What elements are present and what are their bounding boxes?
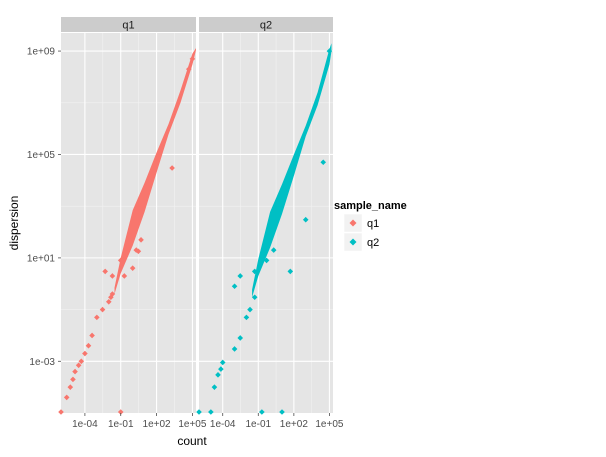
data-point [259, 409, 265, 415]
data-point [169, 165, 175, 171]
y-tick-label: 1e+01 [27, 253, 56, 264]
data-point [326, 48, 333, 54]
data-point [78, 358, 85, 365]
y-tick-label: 1e+05 [27, 150, 56, 161]
x-tick-label: 1e+02 [280, 419, 309, 430]
data-point [231, 346, 238, 352]
data-point [138, 237, 144, 243]
data-point [302, 216, 309, 223]
data-point [70, 376, 76, 383]
point-cloud-q2 [252, 43, 332, 298]
data-point [94, 314, 100, 321]
facet-strip-label: q1 [122, 20, 134, 32]
data-point [117, 409, 124, 415]
legend-label: q1 [367, 218, 379, 230]
data-point [99, 306, 106, 313]
x-tick-label: 1e-01 [245, 419, 271, 430]
data-point [82, 350, 88, 357]
panel-q1: q1 1e-04 1e-01 1e+02 1e+05 [58, 17, 207, 430]
data-point [263, 257, 270, 264]
x-axis-title: count [177, 434, 207, 448]
x-tick-label: 1e-04 [210, 419, 236, 430]
panel-background [61, 33, 196, 413]
data-point [105, 299, 112, 305]
y-axis-title: dispersion [7, 196, 21, 251]
legend-key-q2 [349, 238, 357, 246]
data-point [251, 268, 258, 275]
y-tick-label: 1e+09 [27, 47, 56, 58]
data-point [219, 359, 226, 366]
data-point [63, 394, 70, 401]
data-point [109, 291, 116, 297]
data-point [129, 265, 136, 271]
data-point [208, 409, 214, 415]
data-point [135, 248, 142, 255]
data-point [270, 247, 277, 253]
data-point [67, 384, 74, 390]
data-point [85, 342, 92, 349]
x-tick-label: 1e+02 [143, 419, 172, 430]
facet-strip-label: q2 [260, 20, 272, 32]
data-point [102, 268, 108, 275]
data-point [121, 273, 128, 279]
data-point [215, 372, 221, 378]
data-point [189, 56, 196, 62]
data-point [279, 409, 285, 415]
data-point [75, 362, 82, 369]
data-point [251, 294, 258, 301]
x-tick-label: 1e-01 [108, 419, 134, 430]
data-point [58, 409, 64, 415]
x-tick-label: 1e-04 [72, 419, 98, 430]
data-point [231, 283, 238, 290]
data-point [218, 366, 224, 372]
x-tick-label: 1e+05 [178, 419, 207, 430]
data-point [320, 159, 327, 166]
data-point [237, 273, 244, 279]
legend-key-q1 [349, 219, 357, 227]
data-point [109, 273, 116, 279]
facet-strip-q2 [199, 17, 333, 32]
data-point [186, 66, 192, 72]
data-point [237, 335, 244, 341]
point-cloud-q1 [114, 48, 196, 294]
x-tick-label: 1e+05 [315, 419, 344, 430]
data-point [196, 409, 202, 415]
panel-background [199, 33, 333, 413]
data-point [211, 384, 218, 390]
data-point [243, 314, 250, 321]
y-tick-label: 1e-03 [29, 357, 55, 368]
legend: sample_name q1 q2 [334, 200, 407, 252]
data-point [72, 368, 78, 375]
legend-title: sample_name [334, 200, 407, 212]
panel-q2: q2 1e-04 1e-01 1e+02 1e+05 [196, 17, 344, 430]
data-point [247, 306, 253, 313]
data-point [117, 257, 124, 264]
data-point [287, 268, 294, 275]
data-point [89, 332, 95, 339]
facet-strip-q1 [61, 17, 196, 32]
legend-label: q2 [367, 237, 379, 249]
